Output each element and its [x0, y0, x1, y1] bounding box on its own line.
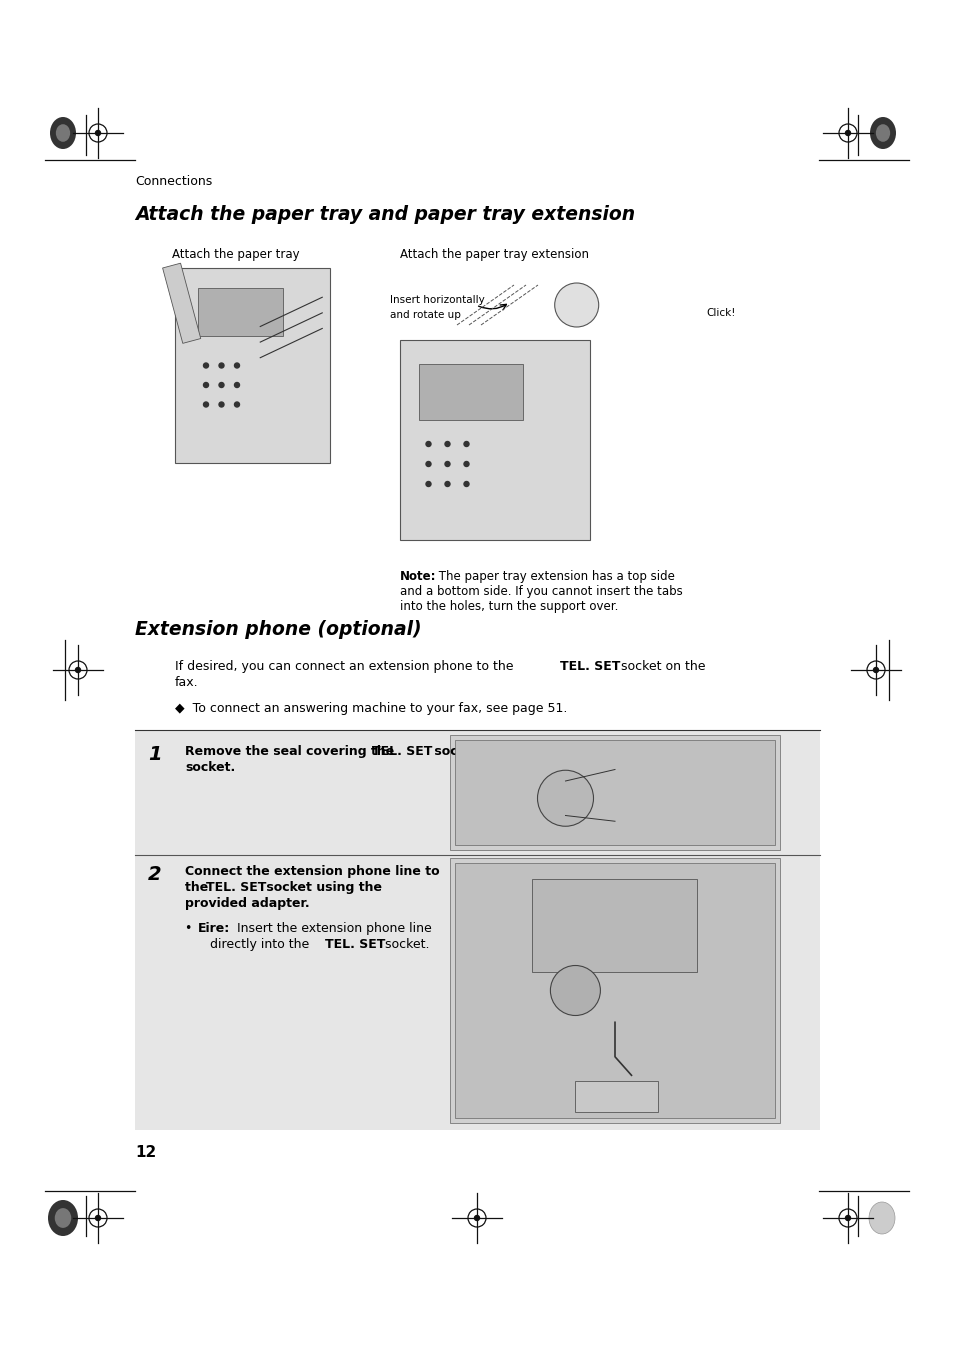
Ellipse shape [48, 1200, 78, 1236]
Text: socket.: socket. [185, 761, 235, 774]
Circle shape [203, 363, 209, 367]
Circle shape [234, 363, 239, 367]
Text: Connections: Connections [135, 176, 212, 188]
Bar [174, 267, 330, 463]
Ellipse shape [868, 1202, 894, 1233]
Circle shape [873, 667, 878, 673]
Bar [532, 880, 697, 971]
Circle shape [444, 481, 450, 486]
Ellipse shape [50, 118, 76, 149]
Circle shape [203, 403, 209, 407]
Bar [198, 288, 283, 336]
Circle shape [219, 363, 224, 367]
Circle shape [234, 403, 239, 407]
Ellipse shape [875, 124, 889, 142]
Bar [450, 735, 780, 850]
Text: TEL. SET: TEL. SET [206, 881, 266, 894]
Circle shape [219, 403, 224, 407]
Ellipse shape [54, 1208, 71, 1228]
Circle shape [463, 462, 469, 466]
Text: socket on the: socket on the [617, 661, 705, 673]
Circle shape [234, 382, 239, 388]
Circle shape [219, 382, 224, 388]
Circle shape [537, 770, 593, 827]
Circle shape [554, 282, 598, 327]
Text: Attach the paper tray: Attach the paper tray [172, 249, 299, 261]
Text: socket.: socket. [380, 938, 429, 951]
Circle shape [844, 131, 850, 135]
Circle shape [75, 667, 80, 673]
Bar [455, 740, 774, 844]
Circle shape [426, 462, 431, 466]
Ellipse shape [56, 124, 71, 142]
Text: socket using the: socket using the [262, 881, 381, 894]
Text: Connect the extension phone line to: Connect the extension phone line to [185, 865, 439, 878]
Circle shape [463, 442, 469, 446]
Ellipse shape [869, 118, 895, 149]
Circle shape [203, 382, 209, 388]
Text: TEL. SET: TEL. SET [325, 938, 385, 951]
Text: directly into the: directly into the [210, 938, 313, 951]
Text: socket.: socket. [430, 744, 484, 758]
Text: Insert horizontally: Insert horizontally [390, 295, 484, 305]
Text: 12: 12 [135, 1146, 156, 1161]
Text: ◆  To connect an answering machine to your fax, see page 51.: ◆ To connect an answering machine to you… [174, 703, 567, 715]
Bar [418, 363, 523, 420]
Bar [575, 1081, 658, 1112]
Text: Attach the paper tray and paper tray extension: Attach the paper tray and paper tray ext… [135, 205, 635, 224]
Text: provided adapter.: provided adapter. [185, 897, 310, 911]
Bar [399, 340, 589, 540]
Circle shape [426, 442, 431, 446]
Text: into the holes, turn the support over.: into the holes, turn the support over. [399, 600, 618, 613]
Text: Attach the paper tray extension: Attach the paper tray extension [399, 249, 588, 261]
Text: The paper tray extension has a top side: The paper tray extension has a top side [435, 570, 674, 584]
Text: Remove the seal covering the: Remove the seal covering the [185, 744, 398, 758]
Circle shape [95, 131, 100, 135]
Text: and rotate up: and rotate up [390, 309, 460, 320]
Text: Extension phone (optional): Extension phone (optional) [135, 620, 421, 639]
Text: Insert the extension phone line: Insert the extension phone line [233, 921, 432, 935]
Circle shape [844, 1216, 850, 1220]
Text: the: the [185, 881, 213, 894]
Text: Click!: Click! [705, 308, 735, 317]
Text: TEL. SET: TEL. SET [372, 744, 432, 758]
Text: •: • [185, 921, 196, 935]
Circle shape [444, 442, 450, 446]
Circle shape [95, 1216, 100, 1220]
Text: If desired, you can connect an extension phone to the: If desired, you can connect an extension… [174, 661, 517, 673]
Text: 1: 1 [148, 744, 161, 765]
Circle shape [426, 481, 431, 486]
Text: TEL. SET: TEL. SET [559, 661, 619, 673]
Circle shape [444, 462, 450, 466]
Circle shape [550, 966, 599, 1016]
Text: Note:: Note: [399, 570, 436, 584]
Bar [450, 858, 780, 1123]
Text: 2: 2 [148, 865, 161, 884]
Text: Eire:: Eire: [198, 921, 230, 935]
Bar [162, 263, 200, 343]
Circle shape [463, 481, 469, 486]
Text: fax.: fax. [174, 676, 198, 689]
Bar [455, 863, 774, 1119]
Text: and a bottom side. If you cannot insert the tabs: and a bottom side. If you cannot insert … [399, 585, 682, 598]
Circle shape [474, 1216, 479, 1220]
Bar [135, 730, 820, 1129]
